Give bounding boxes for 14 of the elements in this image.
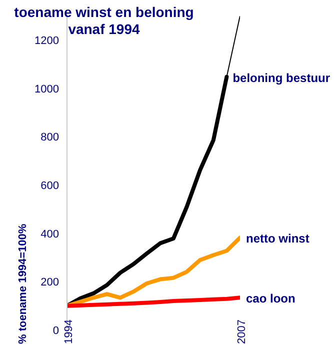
- series-label: netto winst: [246, 232, 310, 246]
- x-tick-label: 1994: [63, 320, 75, 344]
- y-tick-label: 200: [40, 276, 59, 289]
- y-tick-label: 800: [40, 132, 59, 144]
- y-tick-label: 400: [40, 228, 59, 240]
- chart-title: toename winst en beloning vanaf 1994: [14, 4, 194, 37]
- y-tick-label: 600: [40, 180, 59, 192]
- y-tick-label: 1000: [34, 83, 59, 96]
- series-label: cao loon: [246, 292, 296, 306]
- y-axis-title: % toename 1994=100%: [17, 224, 29, 344]
- y-tick-label: 1200: [34, 35, 59, 48]
- x-tick-label: 2007: [236, 320, 248, 344]
- series-label: beloning bestuur: [232, 70, 330, 85]
- y-tick-label: 0: [52, 324, 59, 337]
